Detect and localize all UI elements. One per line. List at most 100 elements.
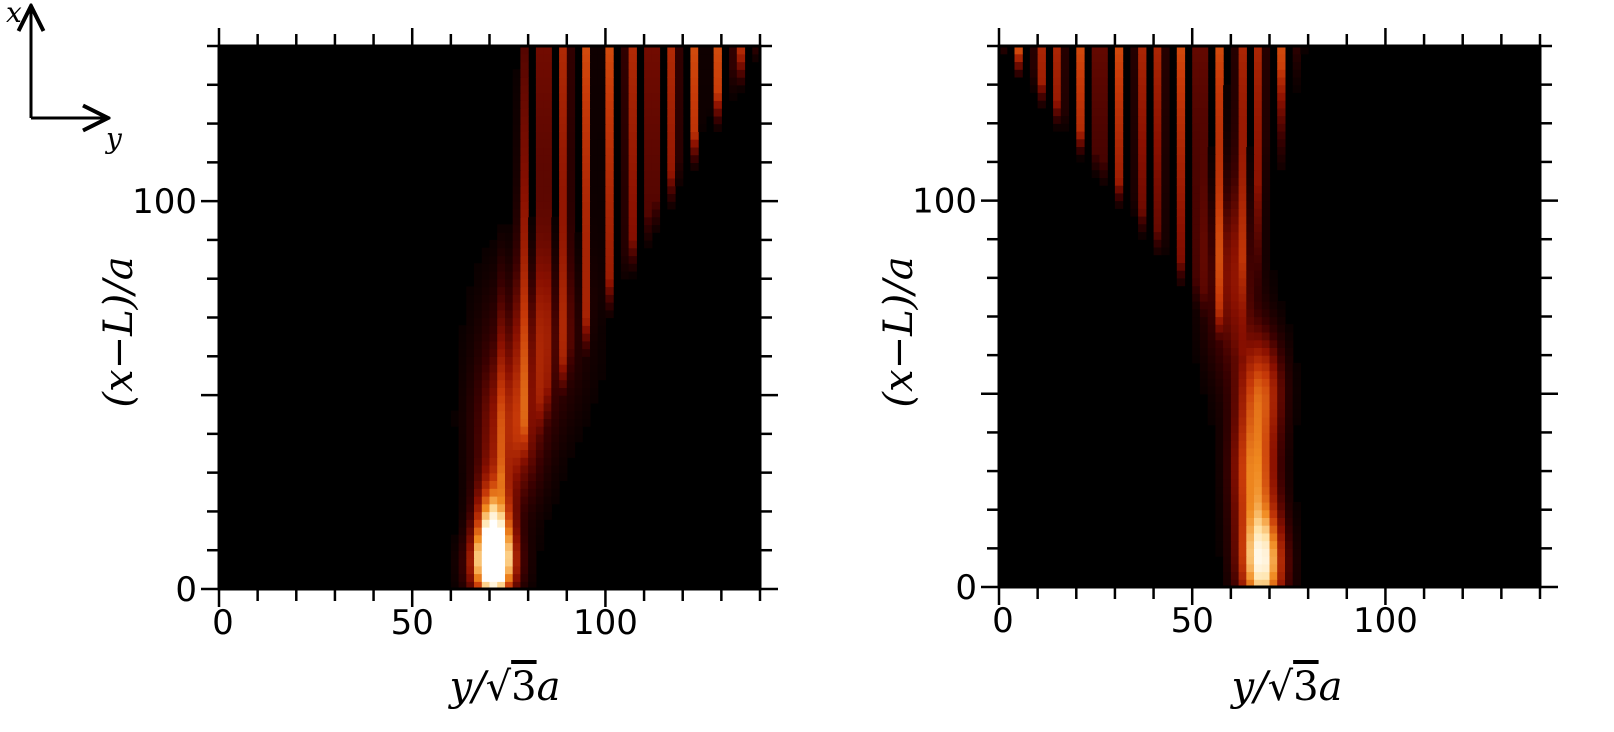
- heatmap-cell: [520, 170, 529, 179]
- heatmap-cell: [1223, 223, 1232, 233]
- heatmap-cell: [1238, 556, 1247, 565]
- heatmap-cell: [566, 154, 576, 163]
- heatmap-cell: [1099, 92, 1108, 101]
- heatmap-cell: [1029, 46, 1039, 55]
- heatmap-cell: [1138, 177, 1147, 186]
- heatmap-cell: [705, 77, 715, 86]
- heatmap-cell: [1254, 378, 1263, 387]
- heatmap-cell: [551, 426, 560, 435]
- heatmap-cell: [1207, 200, 1216, 209]
- heatmap-cell: [667, 177, 676, 187]
- heatmap-cell: [489, 402, 498, 412]
- heatmap-cell: [628, 84, 637, 94]
- heatmap-cell: [1138, 216, 1147, 225]
- heatmap-cell: [1053, 69, 1062, 78]
- heatmap-cell: [1060, 76, 1070, 86]
- heatmap-cell: [489, 573, 498, 582]
- heatmap-cell: [520, 177, 529, 187]
- heatmap-cell: [1176, 146, 1186, 155]
- heatmap-cell: [458, 457, 467, 466]
- heatmap-cell: [497, 558, 506, 567]
- heatmap-cell: [1277, 362, 1286, 372]
- heatmap-cell: [1223, 316, 1232, 325]
- heatmap-cell: [1238, 239, 1247, 248]
- heatmap-cell: [1261, 92, 1271, 101]
- heatmap-cell: [590, 108, 599, 117]
- heatmap-cell: [458, 387, 467, 396]
- heatmap-cell: [1029, 76, 1039, 86]
- heatmap-cell: [458, 325, 467, 334]
- heatmap-cell: [481, 255, 491, 264]
- heatmap-cell: [1114, 192, 1124, 202]
- heatmap-cell: [481, 441, 491, 450]
- heatmap-cell: [489, 278, 498, 288]
- heatmap-cell: [628, 115, 637, 125]
- heatmap-cell: [1246, 517, 1255, 526]
- heatmap-cell: [582, 255, 591, 264]
- heatmap-cell: [628, 177, 637, 187]
- heatmap-cell: [1277, 324, 1286, 333]
- heatmap-cell: [582, 177, 591, 187]
- heatmap-cell: [1292, 540, 1301, 549]
- heatmap-cell: [1138, 208, 1147, 217]
- heatmap-cell: [512, 480, 521, 489]
- heatmap-cell: [1230, 138, 1240, 147]
- heatmap-cell: [1261, 308, 1271, 318]
- heatmap-cell: [1099, 53, 1108, 62]
- heatmap-cell: [574, 286, 583, 295]
- heatmap-cell: [1153, 92, 1162, 101]
- heatmap-cell: [1215, 208, 1224, 217]
- heatmap-cell: [628, 69, 637, 78]
- heatmap-cell: [1207, 216, 1216, 225]
- heatmap-cell: [512, 271, 521, 280]
- heatmap-cell: [466, 573, 475, 582]
- heatmap-cell: [466, 441, 475, 450]
- heatmap-cell: [1261, 239, 1271, 248]
- heatmap-cell: [450, 558, 460, 567]
- heatmap-cell: [528, 317, 537, 326]
- heatmap-cell: [620, 100, 630, 109]
- heatmap-cell: [520, 239, 529, 249]
- heatmap-cell: [520, 348, 529, 357]
- heatmap-cell: [1215, 46, 1224, 55]
- heatmap-cell: [528, 480, 537, 489]
- heatmap-cell: [1254, 563, 1263, 573]
- heatmap-cell: [1192, 107, 1201, 117]
- heatmap-cell: [1269, 270, 1278, 279]
- heatmap-cell: [1099, 123, 1108, 132]
- heatmap-cell: [1285, 347, 1294, 356]
- heatmap-cell: [1060, 69, 1070, 78]
- heatmap-cell: [466, 286, 475, 295]
- heatmap-cell: [1153, 46, 1162, 55]
- heatmap-cell: [535, 340, 545, 350]
- heatmap-cell: [1215, 123, 1224, 132]
- heatmap-cell: [1292, 393, 1301, 403]
- heatmap-cell: [551, 441, 560, 450]
- heatmap-cell: [1230, 540, 1240, 549]
- heatmap-cell: [1254, 223, 1263, 233]
- heatmap-cell: [1215, 386, 1224, 395]
- heatmap-cell: [566, 139, 576, 148]
- heatmap-cell: [489, 550, 498, 559]
- heatmap-cell: [1060, 84, 1070, 93]
- heatmap-cell: [1238, 517, 1247, 526]
- heatmap-cell: [505, 232, 514, 241]
- heatmap-cell: [1099, 100, 1108, 109]
- heatmap-cell: [1138, 169, 1147, 178]
- heatmap-cell: [466, 317, 475, 326]
- heatmap-cell: [1238, 440, 1247, 449]
- heatmap-cell: [559, 418, 568, 427]
- heatmap-cell: [458, 371, 467, 381]
- heatmap-cell: [512, 123, 521, 132]
- heatmap-cell: [1254, 455, 1263, 464]
- heatmap-cell: [1199, 223, 1209, 233]
- heatmap-cell: [1153, 69, 1162, 78]
- heatmap-cell: [1238, 185, 1247, 194]
- heatmap-cell: [528, 239, 537, 249]
- heatmap-cell: [1254, 509, 1263, 518]
- heatmap-cell: [505, 457, 514, 466]
- heatmap-cell: [1223, 100, 1232, 109]
- heatmap-cell: [543, 255, 552, 264]
- heatmap-cell: [729, 61, 738, 70]
- heatmap-cell: [698, 92, 707, 101]
